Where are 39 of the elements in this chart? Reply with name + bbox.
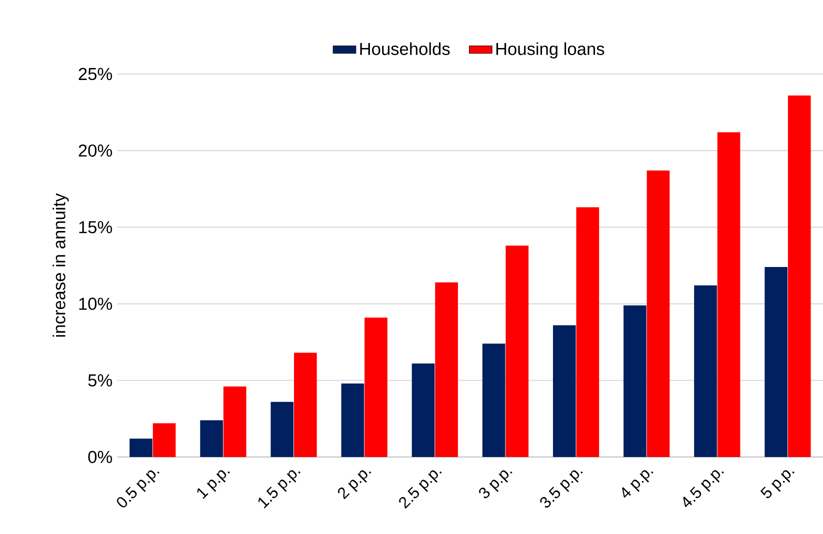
legend-label: Households	[360, 42, 450, 56]
x-tick-label: 4.5 p.p.	[683, 470, 724, 508]
x-tick-label: 2 p.p.	[338, 470, 372, 500]
bar	[576, 207, 600, 457]
bar	[788, 95, 811, 457]
x-tick-label: 1.5 p.p.	[258, 470, 300, 508]
bar	[294, 352, 317, 457]
y-tick-label: 10%	[79, 298, 112, 310]
bar	[270, 402, 294, 457]
x-tick-label: 2.5 p.p.	[399, 470, 442, 509]
x-tick-label: 0.5 p.p.	[116, 470, 160, 508]
y-tick-label: 15%	[79, 221, 112, 234]
bar	[223, 386, 246, 457]
x-tick-label: 1 p.p.	[197, 470, 230, 499]
bar	[130, 438, 152, 457]
x-tick-label: 3.5 p.p.	[540, 470, 583, 508]
bar	[646, 170, 670, 457]
legend-label: Housing loans	[496, 42, 604, 58]
bar	[624, 305, 646, 457]
bar	[694, 285, 717, 457]
y-tick-label: 20%	[78, 144, 112, 157]
x-tick-label: 4 p.p.	[622, 470, 654, 498]
bar	[341, 383, 364, 457]
bar	[435, 282, 458, 457]
bar	[506, 246, 529, 457]
y-axis-title: increase in annuity	[52, 193, 69, 337]
bar	[552, 325, 576, 457]
bar	[364, 318, 388, 457]
x-tick-label: 3 p.p.	[479, 470, 512, 498]
bar	[482, 344, 506, 457]
bar	[764, 267, 788, 457]
bar	[717, 132, 740, 457]
x-tick-label: 5 p.p.	[760, 470, 794, 498]
y-tick-label: 5%	[88, 374, 112, 386]
y-tick-label: 0%	[88, 450, 112, 464]
y-tick-label: 25%	[78, 68, 112, 80]
bar	[200, 420, 223, 457]
bar	[412, 364, 435, 457]
bar	[152, 423, 176, 457]
